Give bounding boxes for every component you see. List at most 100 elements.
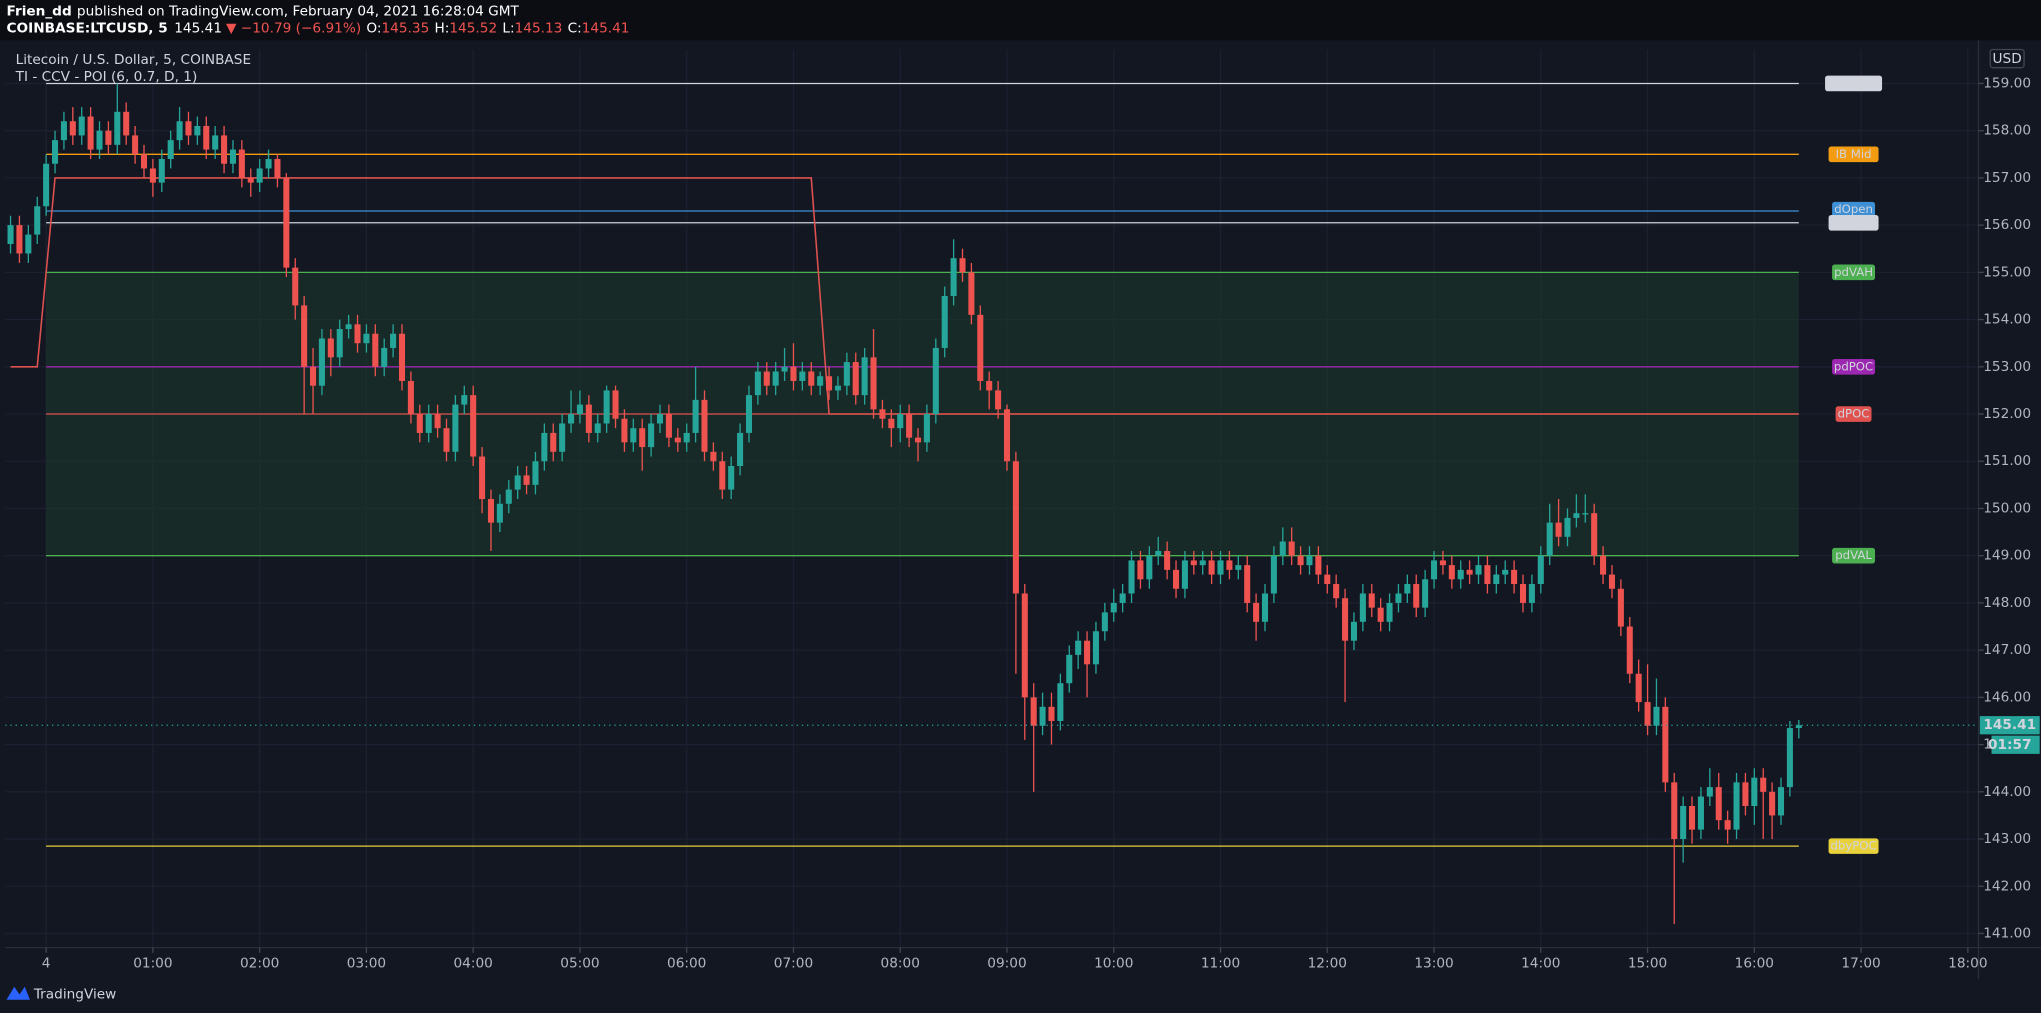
last-price: 145.41 [174, 21, 222, 37]
candle-body [959, 258, 966, 273]
level-label: pdVAL [1835, 548, 1872, 562]
candle-body [1760, 777, 1767, 792]
currency: USD [1993, 51, 2022, 67]
x-tick-label: 01:00 [133, 955, 172, 971]
y-tick-label: 142.00 [1983, 878, 2031, 894]
candle-body [1342, 598, 1349, 641]
candle-body [1448, 565, 1455, 580]
candle-body [1333, 584, 1340, 599]
candle-body [336, 329, 343, 358]
candle-body [941, 295, 948, 348]
candle-body [1173, 569, 1180, 589]
candle-body [1066, 654, 1073, 684]
candle-body [1146, 555, 1153, 580]
candle-body [870, 357, 877, 410]
candle-body [568, 414, 575, 424]
candle-body [1608, 574, 1615, 589]
candle-body [1279, 541, 1286, 556]
candle-body [372, 333, 379, 367]
h-label: H: [434, 21, 449, 37]
candle-body [1680, 805, 1687, 840]
candle-body [986, 380, 993, 391]
level-label-bg [1832, 547, 1876, 564]
level-label-bg [1828, 838, 1879, 854]
candle-body [799, 371, 806, 381]
level-label: IB High [1833, 76, 1875, 90]
candle-body [737, 432, 744, 466]
candle-body [43, 163, 50, 207]
candle-body [1546, 522, 1553, 556]
x-tick-label: 4 [42, 955, 51, 971]
plot-area [5, 82, 1979, 925]
candle-body [203, 125, 210, 150]
candle-body [1350, 621, 1357, 641]
candle-body [283, 177, 290, 268]
level-label: IB Low [1834, 215, 1873, 229]
candle-body [701, 399, 708, 452]
candle-body [310, 366, 317, 386]
candle-body [861, 357, 868, 396]
y-tick-label: 148.00 [1983, 595, 2031, 611]
candle-body [434, 414, 441, 429]
level-label-bg [1832, 264, 1876, 281]
candle-body [1511, 569, 1518, 585]
chart-title: Litecoin / U.S. Dollar, 5, COINBASE [16, 52, 251, 68]
candle-body [158, 159, 165, 183]
price-badge-label: 145.41 [1983, 717, 2036, 733]
candle-body [1671, 782, 1678, 840]
candle-body [843, 362, 850, 386]
y-tick-label: 143.00 [1983, 831, 2031, 847]
candle-body [1555, 522, 1562, 537]
y-tick-label: 151.00 [1983, 453, 2031, 469]
candle-body [1582, 513, 1589, 515]
candle-body [1769, 791, 1776, 816]
footer-brand: TradingView [33, 987, 117, 1003]
c-value: 145.41 [582, 21, 630, 37]
y-tick-label: 157.00 [1983, 170, 2031, 186]
candle-body [1324, 574, 1331, 585]
candle-body [194, 125, 201, 136]
candle-body [229, 149, 236, 164]
level-label: pdVAH [1834, 265, 1873, 279]
candle-body [1786, 728, 1793, 788]
candle-body [1190, 560, 1197, 566]
candle-body [781, 366, 788, 372]
x-tick-label: 11:00 [1201, 955, 1240, 971]
candle-body [1751, 777, 1758, 806]
candle-body [140, 154, 148, 169]
candle-body [407, 380, 414, 415]
x-tick-label: 07:00 [774, 955, 813, 971]
candle-body [995, 390, 1002, 410]
candle-body [1689, 805, 1696, 830]
candle-body [906, 414, 913, 438]
candle-body [25, 234, 32, 254]
candle-body [1644, 702, 1651, 726]
candle-body [1386, 602, 1393, 622]
candle-body [728, 465, 735, 490]
axes: 141.00142.00143.00144.00145.00146.00147.… [42, 75, 2031, 971]
candle-body [817, 376, 824, 386]
candle-body [443, 428, 450, 452]
y-tick-label: 146.00 [1983, 689, 2031, 705]
y-tick-label: 158.00 [1983, 123, 2031, 139]
candle-body [1724, 820, 1731, 830]
candle-body [1235, 565, 1242, 570]
currency-box[interactable] [1989, 48, 2025, 69]
candle-body [1048, 706, 1055, 721]
candle-body [185, 121, 192, 136]
level-label-bg [1835, 406, 1872, 422]
candle-body [1208, 560, 1215, 575]
candle-body [301, 305, 308, 367]
candle-body [1697, 796, 1704, 830]
candle-body [1155, 550, 1162, 556]
header-bar [0, 0, 2041, 41]
candle-body [1715, 787, 1722, 821]
candle-body [1057, 683, 1064, 721]
candle-body [1466, 569, 1473, 575]
candle-body [1519, 584, 1527, 603]
level-label-bg [1832, 201, 1876, 218]
y-tick-label: 150.00 [1983, 500, 2031, 516]
candle-body [674, 437, 681, 443]
x-tick-label: 15:00 [1628, 955, 1667, 971]
o-value: 145.35 [381, 21, 429, 37]
